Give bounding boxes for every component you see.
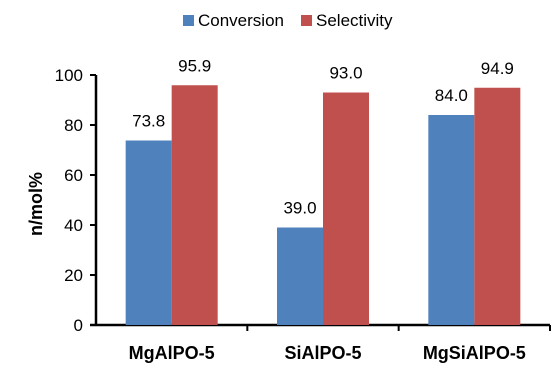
y-tick-label: 0 [74,316,83,335]
x-category-label: SiAlPO-5 [284,343,361,363]
legend-swatch-selectivity [301,15,312,26]
bar-selectivity [323,92,369,325]
y-axis-title: n/mol% [26,172,46,236]
y-tick-label: 100 [55,66,83,85]
data-label-group: 73.8 95.9 39.0 93.0 84.0 94.9 [132,56,514,217]
x-category-label: MgSiAlPO-5 [423,343,526,363]
data-label: 93.0 [329,64,362,83]
data-label: 39.0 [283,199,316,218]
y-tick-label: 60 [64,166,83,185]
y-tick-label: 20 [64,266,83,285]
y-tick-label: 40 [64,216,83,235]
data-label: 73.8 [132,112,165,131]
bar-conversion [125,140,172,325]
bar-selectivity [474,87,521,325]
bar-conversion [428,115,475,325]
chart-axes: 0 20 40 60 80 100 MgAlPO-5 SiAlPO-5 MgSiAlPO-5 [55,66,551,363]
legend-label-selectivity: Selectivity [316,11,393,30]
legend: Conversion Selectivity [183,11,393,30]
legend-label-conversion: Conversion [198,11,284,30]
data-label: 94.9 [481,59,514,78]
bar-group [125,85,521,325]
bar-conversion [277,227,323,325]
data-label: 95.9 [178,56,211,75]
x-category-label: MgAlPO-5 [129,343,215,363]
legend-swatch-conversion [183,15,194,26]
bar-selectivity [171,85,218,325]
y-tick-label: 80 [64,116,83,135]
data-label: 84.0 [435,86,468,105]
